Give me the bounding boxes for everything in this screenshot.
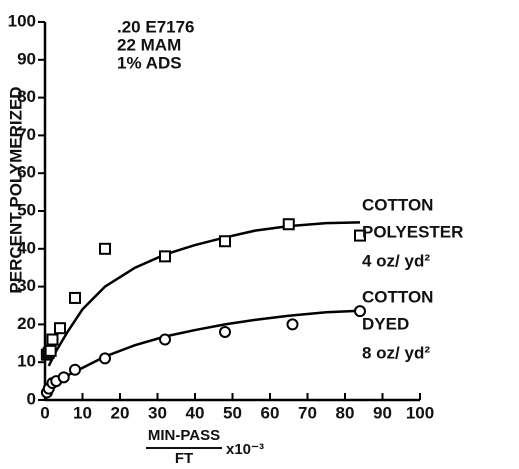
marker bbox=[219, 325, 231, 338]
marker bbox=[282, 218, 295, 231]
marker bbox=[99, 352, 111, 365]
y-tick-label: 100 bbox=[8, 11, 36, 30]
series-label: 4 oz/ yd² bbox=[362, 251, 430, 270]
marker bbox=[354, 229, 366, 242]
x-tick-label: 20 bbox=[111, 403, 130, 422]
marker bbox=[46, 333, 59, 346]
series-label: POLYESTER bbox=[362, 222, 463, 241]
fit-curve bbox=[47, 221, 361, 367]
series-label: COTTON bbox=[362, 195, 433, 214]
y-axis-label: PERCENT POLYMERIZED bbox=[6, 86, 25, 293]
marker bbox=[286, 318, 299, 331]
y-tick-label: 20 bbox=[17, 314, 36, 333]
marker bbox=[159, 250, 171, 263]
marker bbox=[69, 291, 81, 304]
x-tick-label: 50 bbox=[223, 403, 242, 422]
series-label: COTTON bbox=[362, 287, 433, 306]
x-label-denominator: FT bbox=[175, 450, 193, 467]
x-tick-label: 60 bbox=[261, 403, 280, 422]
x-tick-label: 90 bbox=[373, 403, 392, 422]
y-tick-label: 0 bbox=[27, 389, 36, 408]
marker bbox=[354, 305, 366, 318]
x-tick-label: 40 bbox=[186, 403, 205, 422]
marker bbox=[159, 333, 171, 346]
series-label: 8 oz/ yd² bbox=[362, 343, 430, 362]
x-label-numerator: MIN-PASS bbox=[148, 427, 220, 444]
annotation: .20 E7176 bbox=[117, 17, 195, 36]
x-tick-label: 80 bbox=[336, 403, 355, 422]
x-tick-label: 10 bbox=[73, 403, 92, 422]
marker bbox=[57, 371, 70, 384]
y-tick-label: 70 bbox=[17, 125, 36, 144]
marker bbox=[99, 242, 111, 255]
marker bbox=[69, 363, 81, 376]
y-tick-label: 10 bbox=[17, 352, 36, 371]
y-tick-label: 30 bbox=[17, 276, 36, 295]
x-tick-label: 100 bbox=[406, 403, 434, 422]
y-tick-label: 40 bbox=[17, 238, 36, 257]
y-tick-label: 80 bbox=[17, 87, 36, 106]
series-label: DYED bbox=[362, 314, 409, 333]
marker bbox=[219, 235, 231, 248]
fit-curve bbox=[43, 309, 361, 401]
x-label-multiplier: x10⁻³ bbox=[226, 441, 264, 458]
marker bbox=[44, 344, 57, 357]
x-tick-label: 30 bbox=[148, 403, 167, 422]
annotation: 22 MAM bbox=[117, 35, 181, 54]
y-tick-label: 90 bbox=[17, 49, 36, 68]
x-tick-label: 70 bbox=[298, 403, 317, 422]
x-tick-label: 0 bbox=[40, 403, 49, 422]
y-tick-label: 50 bbox=[17, 200, 36, 219]
annotation: 1% ADS bbox=[117, 53, 182, 72]
marker bbox=[54, 322, 66, 335]
y-tick-label: 60 bbox=[17, 163, 36, 182]
